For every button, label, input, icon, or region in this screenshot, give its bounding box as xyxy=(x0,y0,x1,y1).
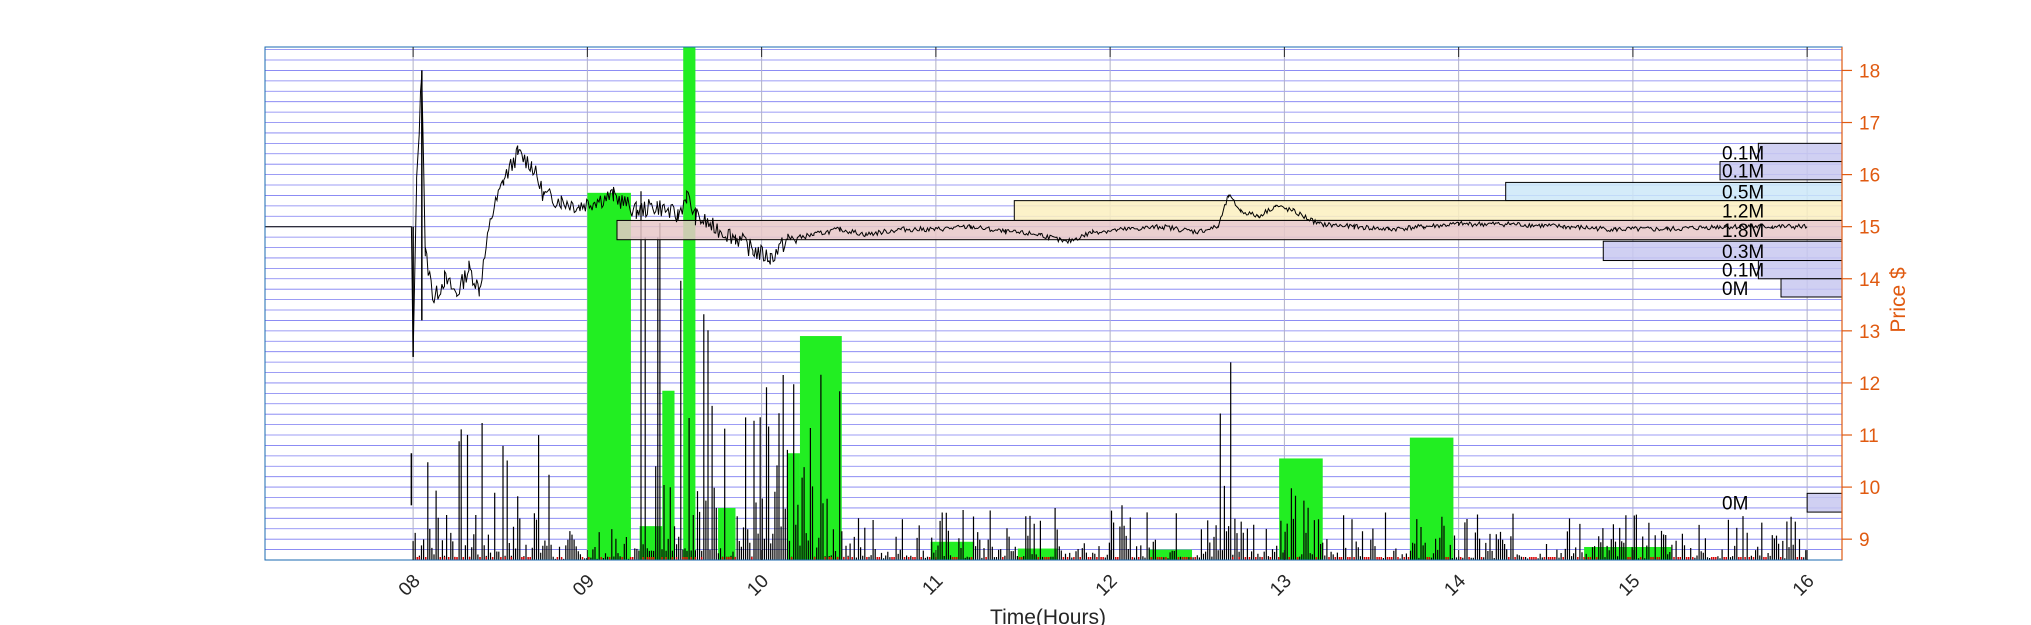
x-tick-label: 16 xyxy=(1789,571,1819,601)
volume-profile-label: 0.5M xyxy=(1722,183,1764,204)
volume-profile-bar xyxy=(1505,181,1843,202)
hourly-volume-bar xyxy=(1017,548,1058,560)
hourly-volume-bar xyxy=(683,47,696,560)
volume-profile-label: 0.1M xyxy=(1722,261,1764,282)
volume-profile-label: 1.8M xyxy=(1722,221,1764,242)
volume-profile-bar xyxy=(1806,492,1843,513)
grid-lines xyxy=(265,47,1842,561)
y-tick-label: 18 xyxy=(1859,61,1880,82)
volume-profile-bar xyxy=(1757,142,1843,163)
volume-profile-label: 0.1M xyxy=(1722,162,1764,183)
price-series xyxy=(265,70,1808,357)
hourly-volume-bar xyxy=(1279,458,1323,560)
volume-profile-label: 0.1M xyxy=(1722,143,1764,164)
volume-profile-bar xyxy=(1757,260,1843,280)
x-tick-label: 09 xyxy=(569,571,599,601)
y-tick-label: 9 xyxy=(1859,530,1870,551)
hourly-volume-bar xyxy=(662,390,675,560)
volume-profile-label: 1.2M xyxy=(1722,202,1764,223)
x-tick-label: 14 xyxy=(1440,570,1470,600)
volume-profile-bar xyxy=(1780,278,1843,298)
price-line xyxy=(265,74,1808,357)
x-tick-label: 08 xyxy=(395,571,425,601)
y-tick-label: 13 xyxy=(1859,322,1880,343)
y-tick-label: 11 xyxy=(1859,426,1879,447)
volume-profile-label: 0.3M xyxy=(1722,242,1764,263)
x-tick-label: 13 xyxy=(1266,571,1296,601)
y-axis-title: Price $ xyxy=(1887,267,1910,333)
y-tick-label: 15 xyxy=(1859,218,1880,239)
hourly-volume-bar xyxy=(587,192,631,561)
x-tick-label: 10 xyxy=(743,571,773,601)
hourly-volume-bar xyxy=(718,507,736,560)
hourly-volume-bars xyxy=(587,47,1672,561)
y-tick-label: 10 xyxy=(1859,478,1880,499)
y-tick-label: 16 xyxy=(1859,166,1880,187)
volume-profile-bar xyxy=(1013,200,1843,221)
y-tick-label: 14 xyxy=(1859,270,1881,291)
y-tick-label: 12 xyxy=(1859,374,1880,395)
x-axis-title: Time(Hours) xyxy=(990,606,1106,625)
x-tick-label: 12 xyxy=(1092,571,1122,601)
plot-frame xyxy=(264,46,1843,561)
volume-profile-label: 0M xyxy=(1722,279,1748,300)
y-tick-label: 17 xyxy=(1859,114,1880,135)
x-tick-label: 11 xyxy=(919,571,948,600)
x-tick-label: 15 xyxy=(1615,571,1645,601)
low-volume-marks xyxy=(416,557,1803,560)
volume-profile-label: 0M xyxy=(1722,494,1748,515)
